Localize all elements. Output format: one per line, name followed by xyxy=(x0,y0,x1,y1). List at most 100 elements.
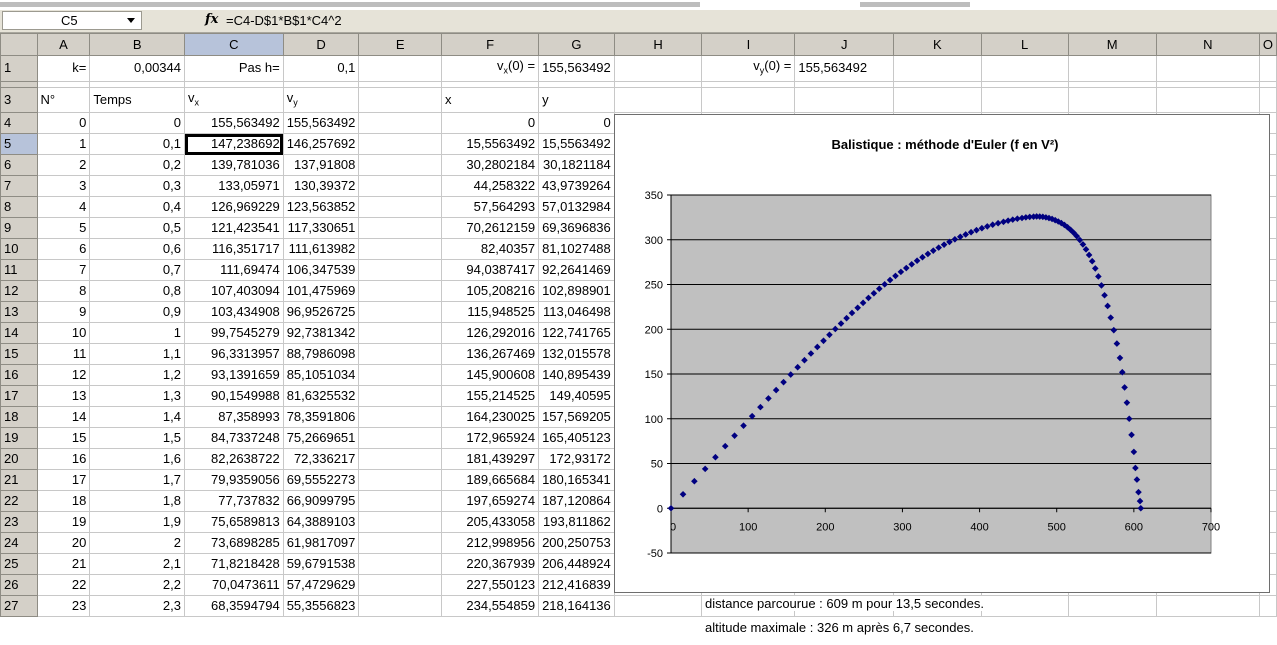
cell[interactable]: 133,05971 xyxy=(184,175,284,198)
row-header[interactable]: 10 xyxy=(0,238,38,261)
cell[interactable]: 7 xyxy=(36,259,91,282)
cell[interactable] xyxy=(358,259,442,282)
row-header[interactable]: 17 xyxy=(0,385,38,408)
row-header[interactable]: 27 xyxy=(0,595,38,618)
cell[interactable]: 3 xyxy=(36,175,91,198)
cell[interactable]: 0,5 xyxy=(89,217,185,240)
cell[interactable]: y xyxy=(538,86,615,114)
cell[interactable]: 102,898901 xyxy=(538,280,615,303)
cell[interactable]: 103,434908 xyxy=(184,301,284,324)
cell[interactable]: 85,1051034 xyxy=(282,364,360,387)
column-header[interactable]: F xyxy=(440,33,540,56)
column-header[interactable]: M xyxy=(1067,33,1157,56)
cell[interactable]: vy xyxy=(282,86,360,114)
cell[interactable]: 137,91808 xyxy=(282,154,360,177)
cell[interactable] xyxy=(358,196,442,219)
cell[interactable]: 15,5563492 xyxy=(440,133,540,156)
cell[interactable]: x xyxy=(440,86,540,114)
cell[interactable]: 165,405123 xyxy=(538,427,615,450)
cell[interactable]: 1,2 xyxy=(89,364,185,387)
cell[interactable]: 81,6325532 xyxy=(282,385,360,408)
cell[interactable]: 220,367939 xyxy=(440,553,540,576)
cell[interactable]: 212,416839 xyxy=(538,574,615,597)
cell[interactable] xyxy=(893,86,982,114)
cell[interactable]: 13 xyxy=(36,385,91,408)
cell[interactable]: 30,1821184 xyxy=(538,154,615,177)
cell[interactable]: 61,9817097 xyxy=(282,532,360,555)
cell[interactable] xyxy=(358,511,442,534)
cell[interactable]: 205,433058 xyxy=(440,511,540,534)
cell[interactable]: 16 xyxy=(36,448,91,471)
cell[interactable]: 77,737832 xyxy=(184,490,284,513)
cell[interactable]: 132,015578 xyxy=(538,343,615,366)
cell[interactable]: 189,665684 xyxy=(440,469,540,492)
cell[interactable] xyxy=(358,175,442,198)
cell[interactable]: 15 xyxy=(36,427,91,450)
column-header[interactable]: A xyxy=(36,33,91,56)
column-header[interactable]: B xyxy=(89,33,185,56)
select-all-corner[interactable] xyxy=(0,33,38,56)
cell[interactable]: 139,781036 xyxy=(184,154,284,177)
cell[interactable]: 123,563852 xyxy=(282,196,360,219)
row-header[interactable]: 4 xyxy=(0,112,38,135)
row-header[interactable]: 6 xyxy=(0,154,38,177)
row-header[interactable]: 20 xyxy=(0,448,38,471)
cell[interactable]: 2 xyxy=(36,154,91,177)
cell[interactable]: 20 xyxy=(36,532,91,555)
cell[interactable] xyxy=(1067,55,1157,82)
cell[interactable]: Temps xyxy=(89,86,185,114)
cell[interactable] xyxy=(980,595,1069,618)
cell[interactable] xyxy=(794,86,895,114)
cell[interactable]: 227,550123 xyxy=(440,574,540,597)
cell[interactable]: 172,93172 xyxy=(538,448,615,471)
cell[interactable]: 0,1 xyxy=(89,133,185,156)
row-header[interactable]: 5 xyxy=(0,133,38,156)
cell[interactable] xyxy=(358,154,442,177)
cell[interactable]: 15,5563492 xyxy=(538,133,615,156)
cell[interactable] xyxy=(701,86,796,114)
cell[interactable]: 0,8 xyxy=(89,280,185,303)
cell[interactable] xyxy=(358,343,442,366)
cell[interactable]: 172,965924 xyxy=(440,427,540,450)
cell[interactable] xyxy=(613,595,703,618)
cell[interactable] xyxy=(1258,595,1277,618)
cell[interactable] xyxy=(358,406,442,429)
cell[interactable] xyxy=(358,469,442,492)
column-header[interactable]: E xyxy=(358,33,442,56)
cell[interactable]: 0 xyxy=(440,112,540,135)
cell[interactable]: 88,7986098 xyxy=(282,343,360,366)
column-header[interactable]: C xyxy=(184,33,284,56)
row-header[interactable]: 8 xyxy=(0,196,38,219)
cell[interactable]: 117,330651 xyxy=(282,217,360,240)
cell[interactable]: 164,230025 xyxy=(440,406,540,429)
cell[interactable]: 14 xyxy=(36,406,91,429)
cell[interactable] xyxy=(1155,55,1260,82)
cell[interactable]: 84,7337248 xyxy=(184,427,284,450)
cell[interactable]: vy(0) = xyxy=(701,55,796,82)
cell[interactable]: 19 xyxy=(36,511,91,534)
cell[interactable]: Pas h= xyxy=(184,55,284,82)
formula-input[interactable]: =C4-D$1*B$1*C4^2 xyxy=(226,13,342,28)
row-header[interactable]: 15 xyxy=(0,343,38,366)
cell[interactable] xyxy=(358,595,442,618)
cell[interactable]: 68,3594794 xyxy=(184,595,284,618)
cell[interactable]: 6 xyxy=(36,238,91,261)
cell[interactable]: 122,741765 xyxy=(538,322,615,345)
cell[interactable]: 155,563492 xyxy=(184,112,284,135)
cell[interactable]: 187,120864 xyxy=(538,490,615,513)
cell[interactable]: 121,423541 xyxy=(184,217,284,240)
cell[interactable]: 101,475969 xyxy=(282,280,360,303)
cell[interactable]: 0 xyxy=(89,112,185,135)
row-header[interactable]: 19 xyxy=(0,427,38,450)
cell[interactable] xyxy=(613,86,703,114)
cell[interactable] xyxy=(1067,595,1157,618)
cell[interactable]: 72,336217 xyxy=(282,448,360,471)
cell[interactable]: 1,7 xyxy=(89,469,185,492)
cell[interactable]: 0,3 xyxy=(89,175,185,198)
cell[interactable]: 94,0387417 xyxy=(440,259,540,282)
cell[interactable] xyxy=(1067,86,1157,114)
cell[interactable]: 234,554859 xyxy=(440,595,540,618)
cell[interactable]: 90,1549988 xyxy=(184,385,284,408)
cell[interactable] xyxy=(1258,55,1277,82)
cell[interactable]: 193,811862 xyxy=(538,511,615,534)
